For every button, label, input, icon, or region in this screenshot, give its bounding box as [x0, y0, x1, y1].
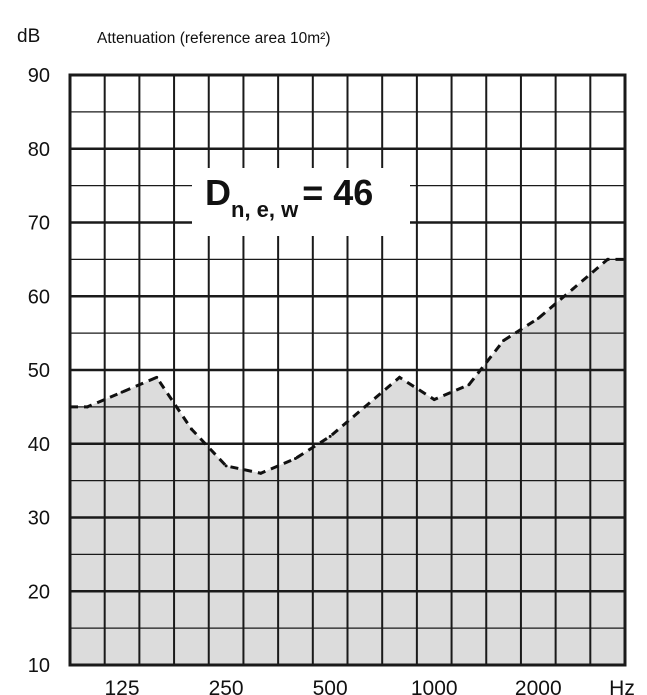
data-point: [536, 316, 540, 320]
data-point: [85, 405, 89, 409]
data-point: [120, 390, 124, 394]
data-point: [467, 383, 471, 387]
data-point: [398, 375, 402, 379]
data-point: [502, 339, 506, 342]
y-axis-unit-label: dB: [17, 26, 41, 47]
y-tick-label: 20: [28, 581, 50, 603]
data-point: [606, 257, 610, 261]
y-tick-label: 80: [28, 139, 50, 161]
y-tick-label: 40: [28, 434, 50, 456]
x-tick-label: 1000: [411, 677, 458, 695]
y-tick-label: 90: [28, 65, 50, 87]
rating-value: = 46: [302, 172, 374, 213]
data-point: [432, 398, 436, 401]
rating-symbol: D: [205, 172, 231, 213]
data-point: [259, 471, 263, 475]
chart-title: Attenuation (reference area 10m²): [97, 30, 331, 47]
y-tick-label: 50: [28, 360, 50, 382]
y-tick-label: 70: [28, 213, 50, 235]
x-axis-unit-label: Hz: [609, 677, 635, 695]
data-point: [189, 427, 193, 431]
x-tick-label: 2000: [515, 677, 562, 695]
attenuation-curve: [70, 257, 625, 475]
data-point: [571, 287, 575, 291]
data-point: [363, 405, 367, 409]
rating-subscript: n, e, w: [231, 197, 299, 222]
data-point: [328, 434, 332, 438]
x-tick-label: 125: [105, 677, 140, 695]
y-tick-label: 60: [28, 286, 50, 308]
rating-annotation: Dn, e, w = 46: [205, 172, 374, 222]
x-tick-label: 250: [209, 677, 244, 695]
data-point: [293, 457, 297, 460]
y-tick-label: 30: [28, 508, 50, 530]
y-tick-label: 10: [28, 655, 50, 677]
data-point: [224, 464, 228, 468]
x-tick-label: 500: [313, 677, 348, 695]
data-point: [155, 375, 159, 379]
rating-annotation-box: [192, 168, 410, 236]
